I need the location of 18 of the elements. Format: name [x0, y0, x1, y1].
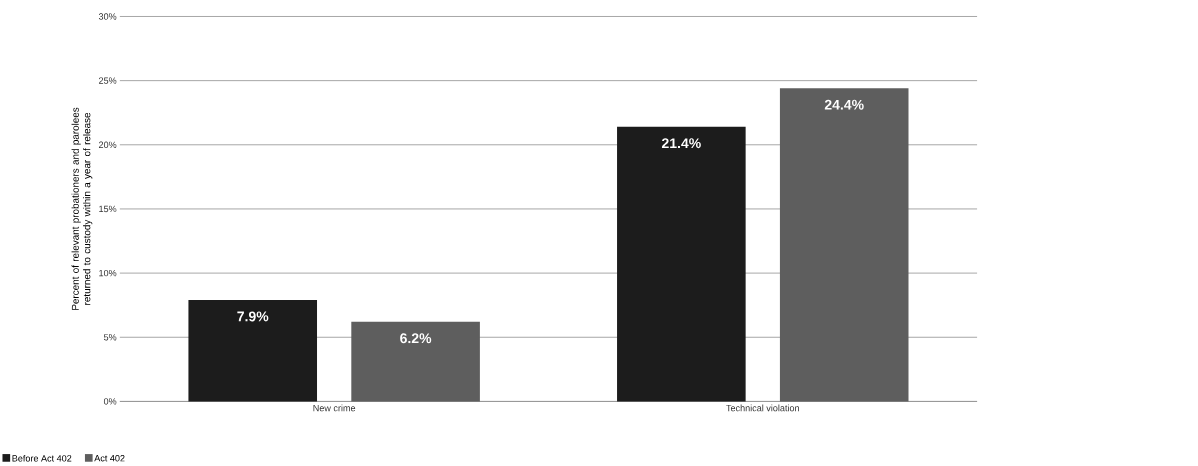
- bar: [617, 126, 746, 402]
- data-label: 7.9%: [237, 311, 269, 322]
- y-tick-label: 25%: [98, 77, 117, 84]
- y-tick-label: 20%: [98, 141, 117, 148]
- y-tick-label: 15%: [99, 205, 117, 213]
- x-tick-label: Technical violation: [726, 404, 799, 412]
- y-tick-label: 5%: [103, 334, 117, 341]
- y-tick-label: 10%: [99, 269, 117, 277]
- data-label: 21.4%: [661, 138, 701, 149]
- legend-label: Act 402: [94, 454, 125, 462]
- legend-label: Before Act 402: [12, 454, 72, 462]
- data-label: 6.2%: [400, 333, 432, 344]
- y-tick-label: 0%: [103, 398, 117, 405]
- y-tick-label: 30%: [98, 13, 117, 20]
- bar: [188, 300, 318, 402]
- y-axis-title: Percent of relevant probationers and parolees returned to custody within a year of release: [71, 107, 93, 310]
- x-tick-label: New crime: [313, 404, 356, 412]
- data-label: 24.4%: [824, 99, 864, 110]
